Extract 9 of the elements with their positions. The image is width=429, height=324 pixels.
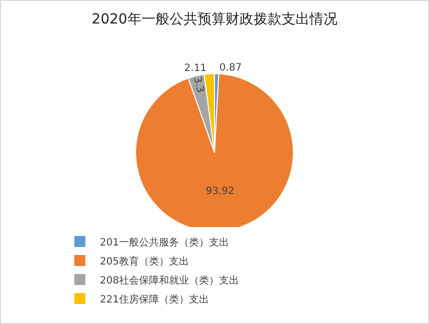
legend-label: 221住房保障（类）支出 [100,293,209,306]
chart-title: 2020年一般公共预算财政拨款支出情况 [92,12,338,28]
data-label: 0.87 [219,62,242,74]
legend-label: 201一般公共服务（类）支出 [100,236,229,248]
data-label: 3.3 [191,76,206,94]
data-label: 93.92 [206,186,234,198]
legend-label: 208社会保障和就业（类）支出 [100,274,239,286]
legend-label: 205教育（类）支出 [100,255,189,268]
data-label: 2.11 [184,62,207,74]
